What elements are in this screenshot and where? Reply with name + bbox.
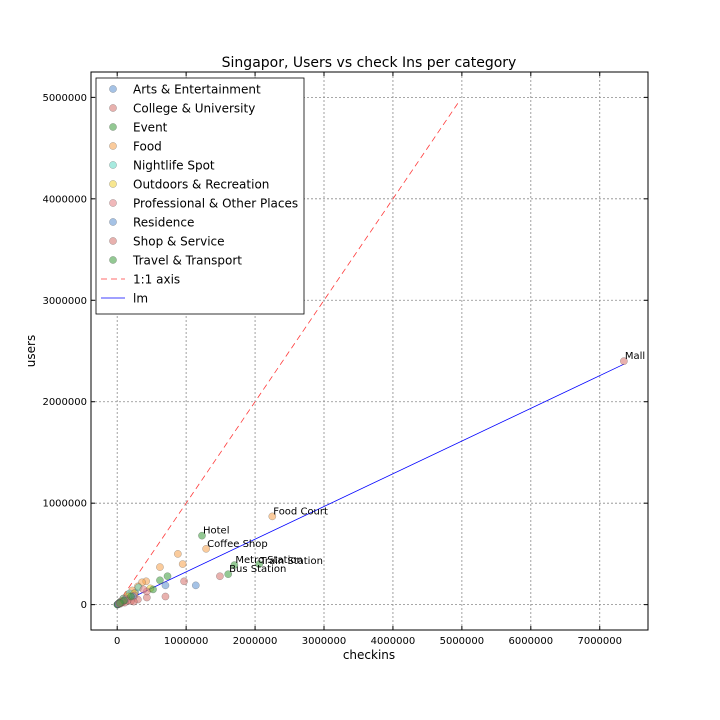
x-tick-label: 2000000	[233, 636, 278, 647]
data-point-series-1	[161, 592, 170, 601]
legend-label: Arts & Entertainment	[133, 83, 261, 97]
y-tick-label: 0	[81, 600, 87, 611]
y-tick-label: 4000000	[42, 194, 87, 205]
point-annotation: Coffee Shop	[207, 539, 268, 550]
data-point-series-6	[139, 585, 148, 594]
legend-marker	[109, 256, 117, 264]
reference-line-1-1-axis	[116, 102, 459, 605]
legend-label: Residence	[133, 216, 194, 230]
data-points	[113, 357, 628, 609]
data-point-series-9	[224, 570, 233, 579]
data-point-series-3	[174, 550, 182, 558]
point-annotation: Metro Station	[235, 555, 302, 566]
legend-label: Travel & Transport	[132, 254, 242, 268]
legend-label: Shop & Service	[133, 235, 225, 249]
x-tick-label: 0	[114, 636, 120, 647]
data-point-series-3	[156, 563, 164, 571]
legend-label: College & University	[133, 102, 255, 116]
data-point-series-9	[230, 561, 239, 569]
legend-label: Professional & Other Places	[133, 197, 298, 211]
legend-label: lm	[133, 292, 148, 306]
legend-label: Event	[133, 121, 168, 135]
point-annotation: Train Station	[259, 556, 323, 567]
x-tick-label: 4000000	[371, 636, 416, 647]
data-point-series-3	[202, 544, 210, 553]
reference-lines	[116, 102, 625, 605]
point-annotation: Bus Station	[229, 564, 286, 575]
legend-marker	[109, 85, 117, 93]
chart-title: Singapor, Users vs check Ins per categor…	[222, 55, 517, 71]
point-annotation: Hotel	[203, 526, 230, 537]
legend-label: Outdoors & Recreation	[133, 178, 269, 192]
data-point-series-3	[268, 512, 277, 521]
legend: Arts & Entertainment College & University…	[95, 77, 305, 315]
x-axis-label: checkins	[343, 648, 395, 662]
legend-marker	[109, 123, 117, 131]
data-point-series-9	[116, 599, 124, 607]
legend-marker	[109, 161, 117, 169]
y-tick-label: 5000000	[42, 93, 87, 104]
data-point-series-9	[127, 592, 135, 601]
data-point-series-9	[156, 576, 164, 585]
data-point-series-9	[163, 572, 172, 581]
y-axis-label: users	[24, 335, 38, 367]
x-tick-label: 5000000	[440, 636, 485, 647]
reference-line-lm	[117, 363, 625, 605]
x-tick-label: 7000000	[577, 636, 622, 647]
x-tick-label: 3000000	[302, 636, 347, 647]
legend-marker	[109, 218, 117, 226]
data-point-series-0	[191, 581, 200, 590]
y-tick-label: 3000000	[42, 296, 87, 307]
data-point-series-3	[178, 560, 187, 568]
legend-marker	[109, 237, 117, 245]
legend-marker	[109, 104, 117, 112]
legend-marker	[109, 142, 117, 150]
data-point-series-9	[255, 560, 264, 568]
x-tick-label: 1000000	[164, 636, 209, 647]
data-point-series-8	[216, 572, 224, 581]
y-tick-label: 1000000	[42, 499, 87, 510]
data-point-series-8	[180, 577, 188, 586]
annotations: Mall Food Court Hotel Coffee Shop Metro Stat…	[203, 351, 645, 575]
point-annotation: Mall	[625, 351, 645, 362]
legend-label: Nightlife Spot	[133, 159, 215, 173]
data-point-series-0	[161, 581, 170, 590]
data-point-series-9	[198, 531, 206, 540]
legend-marker	[109, 180, 117, 188]
x-tick-label: 6000000	[509, 636, 554, 647]
point-annotation: Food Court	[273, 506, 328, 517]
y-axis-ticks: 0 1000000 2000000 3000000 4000000 5000000	[42, 93, 648, 611]
legend-marker	[109, 199, 117, 207]
data-point-series-9	[149, 585, 157, 594]
legend-label: 1:1 axis	[133, 273, 180, 287]
legend-box	[95, 77, 305, 315]
data-point-series-8	[620, 357, 628, 365]
legend-label: Food	[133, 140, 162, 154]
y-tick-label: 2000000	[42, 397, 87, 408]
x-axis-ticks: 0 1000000 2000000 3000000 4000000 5000000 6000…	[114, 72, 622, 647]
